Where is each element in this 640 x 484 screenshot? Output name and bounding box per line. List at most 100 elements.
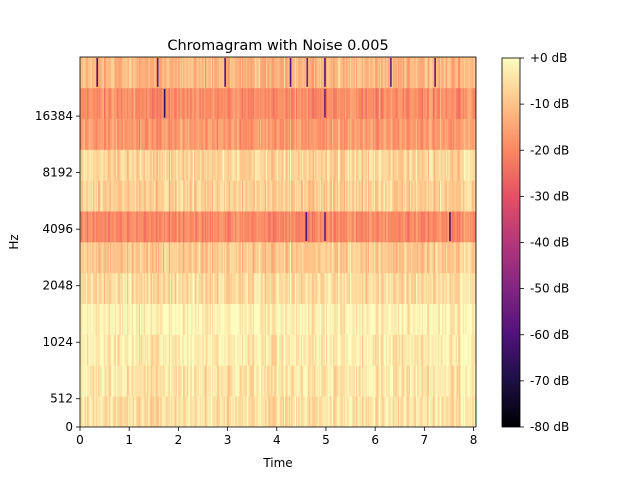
heatmap-cell <box>228 57 231 89</box>
heatmap-cell <box>112 272 114 304</box>
heatmap-cell <box>170 211 172 243</box>
heatmap-cell <box>218 396 220 427</box>
heatmap-cell <box>225 211 227 243</box>
heatmap-cell <box>180 396 183 427</box>
heatmap-cell <box>287 303 290 335</box>
heatmap-cell <box>117 149 119 181</box>
heatmap-cell <box>136 57 138 89</box>
heatmap-cell <box>381 57 383 89</box>
heatmap-cell <box>315 303 317 335</box>
heatmap-cell <box>380 365 382 397</box>
heatmap-cell <box>285 211 287 243</box>
heatmap-cell <box>242 211 244 243</box>
heatmap-cell <box>454 211 456 243</box>
heatmap-cell <box>336 334 339 366</box>
heatmap-cell <box>314 272 316 304</box>
heatmap-cell <box>448 118 450 150</box>
heatmap-cell <box>395 334 398 366</box>
heatmap-cell <box>435 303 437 335</box>
heatmap-cell <box>239 303 242 335</box>
heatmap-cell <box>318 334 321 366</box>
heatmap-cell <box>243 211 245 243</box>
heatmap-cell <box>222 242 225 274</box>
heatmap-cell <box>141 118 143 150</box>
heatmap-cell <box>120 242 123 274</box>
heatmap-cell <box>240 118 243 150</box>
heatmap-cell <box>101 118 104 150</box>
heatmap-cell <box>228 334 231 366</box>
heatmap-cell <box>263 149 266 181</box>
heatmap-cell <box>317 87 320 119</box>
heatmap-cell <box>112 303 114 335</box>
heatmap-cell <box>234 57 237 89</box>
heatmap-cell <box>328 272 330 304</box>
heatmap-cell <box>162 149 165 181</box>
heatmap-cell <box>453 303 455 335</box>
heatmap-cell <box>293 242 296 274</box>
heatmap-cell <box>202 87 204 119</box>
heatmap-cell <box>296 272 298 304</box>
heatmap-cell <box>365 272 368 304</box>
heatmap-cell <box>257 118 260 150</box>
heatmap-cell <box>270 272 273 304</box>
heatmap-cell <box>386 334 388 366</box>
heatmap-cell <box>459 396 461 427</box>
heatmap-cell <box>200 87 202 119</box>
heatmap-cell <box>387 211 389 243</box>
heatmap-cell <box>432 57 435 89</box>
heatmap-cell <box>468 87 471 119</box>
heatmap-cell <box>162 211 165 243</box>
heatmap-cell <box>408 272 411 304</box>
heatmap-cell <box>305 149 308 181</box>
heatmap-cell <box>346 57 348 89</box>
heatmap-cell <box>130 149 132 181</box>
heatmap-cell <box>326 272 328 304</box>
heatmap-cell <box>221 180 224 212</box>
heatmap-cell <box>209 57 212 89</box>
heatmap-cell <box>339 242 341 274</box>
heatmap-cell <box>348 118 351 150</box>
heatmap-cell <box>124 365 126 397</box>
heatmap-cell <box>248 272 250 304</box>
heatmap-cell <box>110 180 112 212</box>
heatmap-cell <box>174 365 177 397</box>
heatmap-cell <box>120 180 123 212</box>
heatmap-cell <box>224 303 226 335</box>
heatmap-cell <box>412 334 414 366</box>
heatmap-cell <box>152 57 154 89</box>
heatmap-cell <box>310 334 312 366</box>
heatmap-cell <box>102 396 105 427</box>
heatmap-cell <box>442 211 444 243</box>
heatmap-cell <box>178 365 180 397</box>
heatmap-cell <box>389 87 392 119</box>
heatmap-cell <box>170 303 172 335</box>
heatmap-cell <box>130 365 132 397</box>
heatmap-cell <box>365 334 368 366</box>
heatmap-cell <box>341 211 344 243</box>
heatmap-cell <box>108 87 111 119</box>
heatmap-cell <box>152 180 154 212</box>
heatmap-cell <box>354 272 357 304</box>
heatmap-cell <box>396 396 399 427</box>
heatmap-cell <box>111 242 113 274</box>
heatmap-cell <box>189 211 191 243</box>
heatmap-cell <box>203 303 206 335</box>
heatmap-cell <box>362 303 364 335</box>
heatmap-cell <box>447 211 449 243</box>
heatmap-cell <box>330 118 333 150</box>
heatmap-cell <box>393 149 395 181</box>
heatmap-cell <box>249 396 251 427</box>
x-tick-label: 1 <box>125 433 133 447</box>
heatmap-cell <box>353 180 356 212</box>
heatmap-cell <box>407 365 410 397</box>
heatmap-cell <box>240 303 243 335</box>
heatmap-cell <box>191 365 194 397</box>
heatmap-cell <box>328 242 330 274</box>
heatmap-cell <box>124 211 126 243</box>
heatmap-cell <box>440 242 442 274</box>
heatmap-cell <box>172 57 174 89</box>
heatmap-cell <box>236 303 238 335</box>
heatmap-cell <box>416 303 418 335</box>
heatmap-cell <box>459 149 461 181</box>
heatmap-cell <box>180 365 183 397</box>
